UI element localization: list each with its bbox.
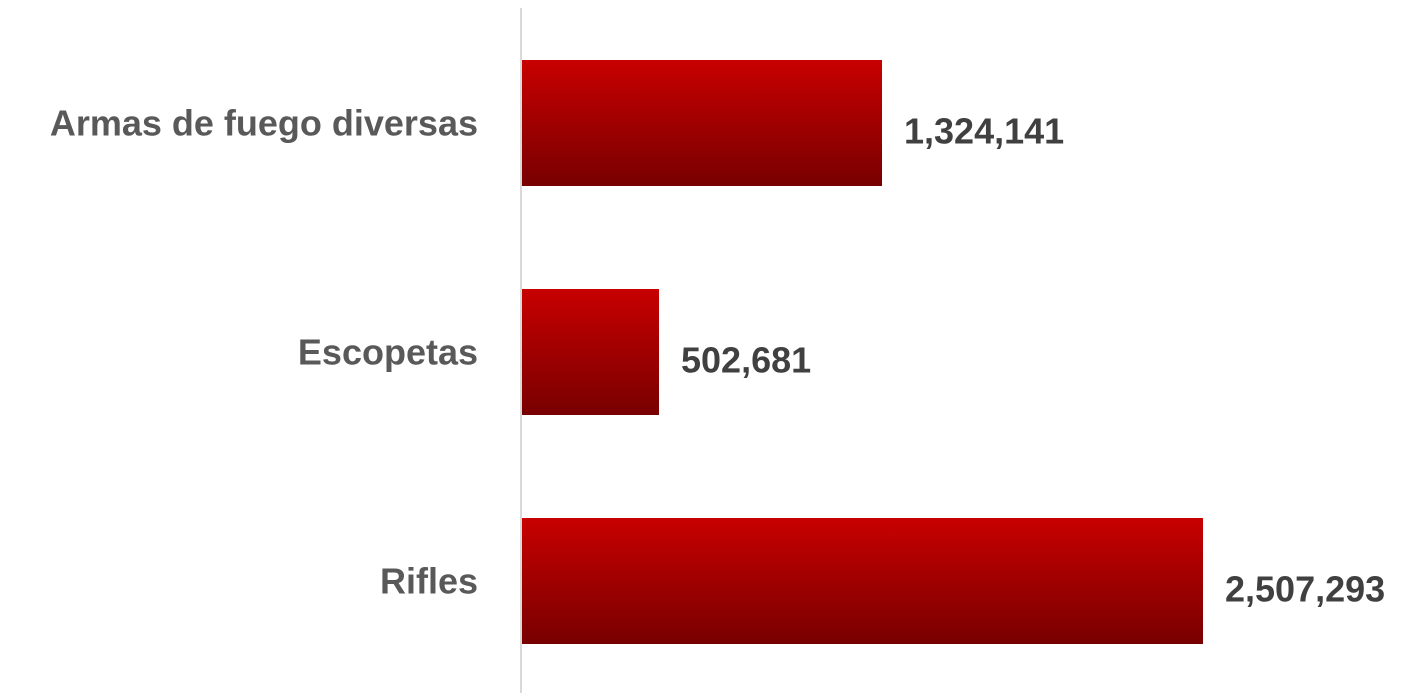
bar-1 bbox=[522, 289, 659, 415]
bar-2 bbox=[522, 518, 1203, 644]
category-label-1: Escopetas bbox=[298, 332, 478, 373]
category-label-0: Armas de fuego diversas bbox=[50, 103, 478, 144]
value-label-0: 1,324,141 bbox=[904, 111, 1064, 152]
category-label-2: Rifles bbox=[380, 561, 478, 602]
value-label-1: 502,681 bbox=[681, 340, 811, 381]
bar-0 bbox=[522, 60, 882, 186]
value-label-2: 2,507,293 bbox=[1225, 569, 1385, 610]
